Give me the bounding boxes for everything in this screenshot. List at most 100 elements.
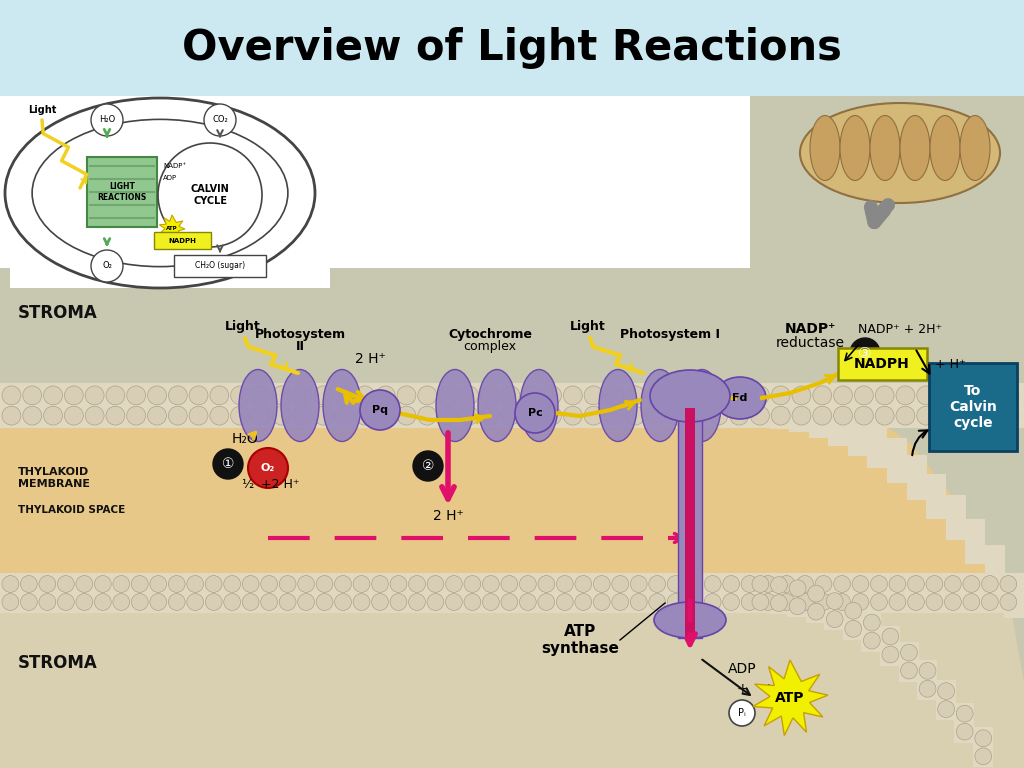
Circle shape: [360, 390, 400, 430]
Ellipse shape: [239, 369, 278, 442]
Circle shape: [397, 406, 416, 425]
Circle shape: [168, 575, 185, 592]
Text: complex: complex: [464, 340, 516, 353]
Circle shape: [397, 386, 416, 405]
Ellipse shape: [870, 115, 900, 180]
FancyBboxPatch shape: [685, 408, 695, 638]
Circle shape: [213, 449, 243, 479]
Circle shape: [958, 386, 977, 405]
Text: STROMA: STROMA: [18, 654, 97, 672]
Text: ATP: ATP: [775, 691, 805, 705]
Circle shape: [852, 594, 869, 611]
Circle shape: [723, 594, 739, 611]
Polygon shape: [750, 96, 1024, 683]
Circle shape: [390, 594, 407, 611]
Circle shape: [91, 104, 123, 136]
Text: Light: Light: [570, 320, 606, 333]
Circle shape: [751, 406, 769, 425]
Circle shape: [854, 406, 873, 425]
FancyBboxPatch shape: [887, 438, 907, 483]
FancyBboxPatch shape: [0, 268, 1024, 383]
Circle shape: [593, 594, 610, 611]
Circle shape: [372, 594, 388, 611]
Polygon shape: [753, 660, 827, 736]
Circle shape: [94, 594, 112, 611]
Text: ATP: ATP: [166, 226, 178, 230]
FancyBboxPatch shape: [867, 423, 888, 468]
Circle shape: [709, 386, 728, 405]
Circle shape: [127, 386, 145, 405]
Circle shape: [313, 406, 333, 425]
FancyBboxPatch shape: [843, 600, 863, 640]
FancyBboxPatch shape: [861, 611, 882, 651]
Ellipse shape: [650, 370, 730, 422]
Circle shape: [999, 386, 1019, 405]
Circle shape: [723, 575, 739, 592]
Circle shape: [646, 386, 666, 405]
Circle shape: [834, 386, 853, 405]
Circle shape: [23, 406, 42, 425]
Ellipse shape: [436, 369, 474, 442]
FancyBboxPatch shape: [750, 383, 770, 428]
Circle shape: [944, 575, 962, 592]
FancyBboxPatch shape: [966, 519, 985, 564]
Circle shape: [938, 683, 954, 700]
Ellipse shape: [961, 115, 990, 180]
Circle shape: [94, 575, 112, 592]
Circle shape: [920, 662, 936, 679]
FancyBboxPatch shape: [906, 455, 927, 500]
Circle shape: [686, 594, 702, 611]
Circle shape: [688, 386, 707, 405]
Circle shape: [741, 594, 758, 611]
Circle shape: [482, 575, 500, 592]
Circle shape: [852, 575, 869, 592]
Text: Light: Light: [28, 105, 56, 115]
Circle shape: [612, 575, 629, 592]
FancyBboxPatch shape: [174, 255, 266, 277]
Circle shape: [39, 575, 55, 592]
Ellipse shape: [810, 115, 840, 180]
Text: ATP
synthase: ATP synthase: [541, 624, 618, 656]
Text: NADP⁺ + 2H⁺: NADP⁺ + 2H⁺: [858, 323, 942, 336]
Circle shape: [605, 406, 624, 425]
Circle shape: [501, 575, 518, 592]
Circle shape: [563, 386, 583, 405]
Circle shape: [2, 386, 20, 405]
Circle shape: [168, 594, 185, 611]
Circle shape: [870, 575, 888, 592]
Text: O₂: O₂: [102, 261, 112, 270]
Circle shape: [999, 575, 1017, 592]
Ellipse shape: [520, 369, 558, 442]
Circle shape: [168, 386, 187, 405]
Ellipse shape: [599, 369, 637, 442]
Circle shape: [168, 406, 187, 425]
Circle shape: [335, 594, 351, 611]
Circle shape: [975, 730, 991, 746]
Circle shape: [907, 575, 925, 592]
Ellipse shape: [478, 369, 516, 442]
Circle shape: [460, 406, 478, 425]
Circle shape: [23, 386, 42, 405]
Ellipse shape: [281, 369, 319, 442]
Circle shape: [944, 594, 962, 611]
Circle shape: [372, 575, 388, 592]
Text: CO₂: CO₂: [212, 115, 228, 124]
Circle shape: [999, 406, 1019, 425]
Circle shape: [261, 594, 278, 611]
Circle shape: [2, 594, 18, 611]
Ellipse shape: [930, 115, 961, 180]
Circle shape: [729, 700, 755, 726]
Circle shape: [44, 386, 62, 405]
Circle shape: [65, 386, 83, 405]
Circle shape: [57, 594, 75, 611]
Text: CALVIN
CYCLE: CALVIN CYCLE: [190, 184, 229, 206]
Circle shape: [958, 406, 977, 425]
Circle shape: [460, 386, 478, 405]
Circle shape: [335, 386, 353, 405]
Circle shape: [427, 575, 443, 592]
Circle shape: [854, 386, 873, 405]
Circle shape: [65, 406, 83, 425]
Text: Pq: Pq: [372, 405, 388, 415]
Circle shape: [981, 594, 998, 611]
Circle shape: [353, 594, 370, 611]
